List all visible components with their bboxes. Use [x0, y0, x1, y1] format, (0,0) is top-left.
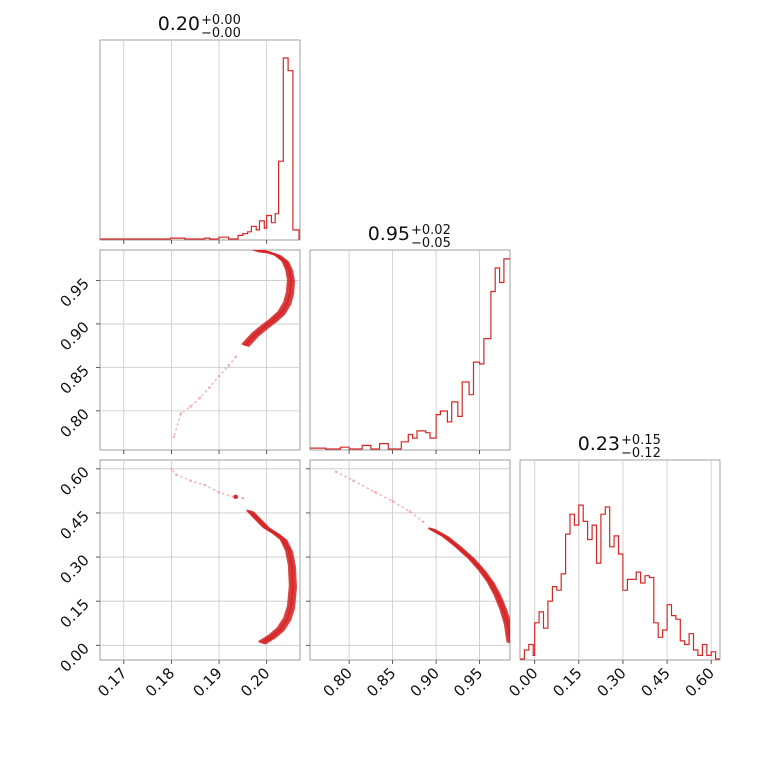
sample-point — [241, 496, 245, 500]
title-param3-plus: +0.15 — [621, 433, 661, 448]
density-contour — [431, 528, 510, 644]
y-tick-label: 0.80 — [56, 405, 92, 441]
title-param2-plus: +0.02 — [411, 223, 451, 238]
title-param2-minus: −0.05 — [411, 236, 451, 251]
sample-point — [217, 491, 221, 494]
x-tick-label: 0.00 — [505, 664, 541, 700]
joint-density-param1-param2 — [172, 250, 296, 439]
y-tick-label: 0.00 — [56, 639, 92, 675]
histogram-param1 — [100, 57, 300, 240]
axis-ticks: 0.800.850.900.950.17 0.18 0.19 0.200.000.15… — [56, 240, 718, 700]
sample-point — [334, 470, 338, 474]
y-tick-label: 0.95 — [56, 275, 92, 311]
joint-density-param1-param3 — [170, 467, 297, 645]
x-tick-label: 0.20 — [237, 664, 273, 700]
panel-joint-param1-param2 — [99, 249, 301, 451]
density-contour — [432, 528, 510, 637]
density-mark — [233, 494, 238, 499]
title-param2-median: 0.95 — [368, 223, 410, 245]
sample-point — [217, 374, 221, 378]
y-tick-label: 0.15 — [56, 595, 92, 631]
title-param3-median: 0.23 — [578, 433, 620, 455]
title-param1-plus: +0.00 — [201, 13, 241, 28]
x-tick-label: 0.17 — [94, 664, 130, 700]
histogram-param2 — [310, 258, 510, 450]
y-tick-label: 0.60 — [56, 463, 92, 499]
x-tick-label: 0.85 — [363, 664, 399, 700]
x-tick-label: 0.60 — [682, 664, 718, 700]
x-tick-label: 0.18 — [142, 664, 178, 700]
gridlines — [100, 40, 712, 660]
title-param1-median: 0.20 — [158, 13, 200, 35]
sample-point — [352, 479, 355, 482]
panel-joint-param2-param3 — [309, 459, 511, 661]
histogram-param3 — [520, 504, 720, 660]
y-tick-label: 0.30 — [56, 551, 92, 587]
x-tick-label: 0.95 — [450, 664, 486, 700]
data-marks — [100, 57, 720, 660]
y-tick-label: 0.45 — [56, 507, 92, 543]
sample-point — [179, 412, 183, 415]
sample-point — [227, 364, 230, 367]
sample-point — [408, 510, 412, 513]
x-tick-label: 0.15 — [549, 664, 585, 700]
x-tick-label: 0.90 — [407, 664, 443, 700]
sample-point — [373, 491, 377, 494]
sample-trail — [170, 468, 244, 499]
sample-point — [174, 473, 178, 477]
x-tick-label: 0.45 — [638, 664, 674, 700]
sample-trail — [173, 356, 237, 438]
x-tick-label: 0.80 — [320, 664, 356, 700]
joint-density-param2-param3 — [334, 470, 510, 644]
sample-point — [170, 467, 173, 471]
sample-point — [391, 499, 394, 503]
density-contour — [247, 250, 296, 347]
panel-hist-param2 — [309, 249, 511, 451]
title-param1-minus: −0.00 — [201, 26, 241, 41]
panel-hist-param1 — [99, 39, 301, 241]
y-tick-label: 0.85 — [56, 361, 92, 397]
panel-hist-param3 — [519, 459, 721, 661]
x-tick-label: 0.19 — [190, 664, 226, 700]
sample-point — [421, 520, 425, 524]
density-contour — [252, 511, 297, 645]
title-param3-minus: −0.12 — [621, 446, 661, 461]
x-tick-label: 0.30 — [593, 664, 629, 700]
panel-joint-param1-param3 — [99, 459, 301, 661]
sample-point — [172, 435, 176, 439]
sample-point — [189, 405, 192, 408]
y-tick-label: 0.90 — [56, 318, 92, 354]
density-contour — [428, 527, 509, 643]
sample-point — [234, 355, 238, 359]
sample-trail — [335, 471, 424, 523]
sample-point — [189, 479, 192, 482]
sample-point — [203, 483, 207, 487]
density-contour — [434, 529, 510, 628]
sample-point — [198, 396, 202, 400]
sample-point — [208, 386, 211, 389]
density-contour — [429, 527, 510, 644]
